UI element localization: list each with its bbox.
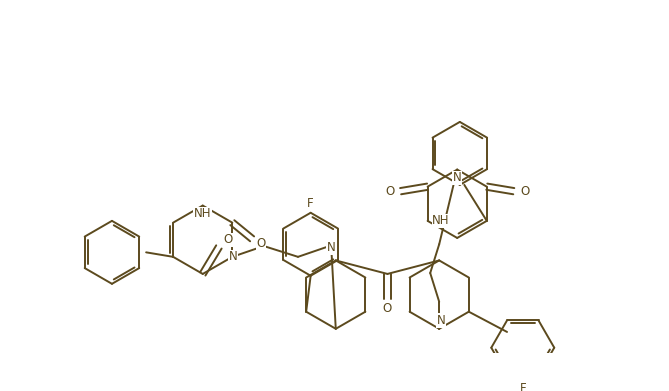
- Text: N: N: [327, 241, 336, 254]
- Text: O: O: [385, 185, 395, 198]
- Text: N: N: [229, 250, 237, 263]
- Text: F: F: [307, 197, 314, 210]
- Text: O: O: [520, 185, 529, 198]
- Text: O: O: [256, 237, 266, 250]
- Text: O: O: [223, 233, 233, 246]
- Text: NH: NH: [194, 207, 211, 221]
- Text: N: N: [437, 314, 446, 327]
- Text: N: N: [453, 171, 462, 185]
- Text: NH: NH: [432, 214, 450, 227]
- Text: F: F: [519, 382, 526, 391]
- Text: O: O: [383, 301, 392, 315]
